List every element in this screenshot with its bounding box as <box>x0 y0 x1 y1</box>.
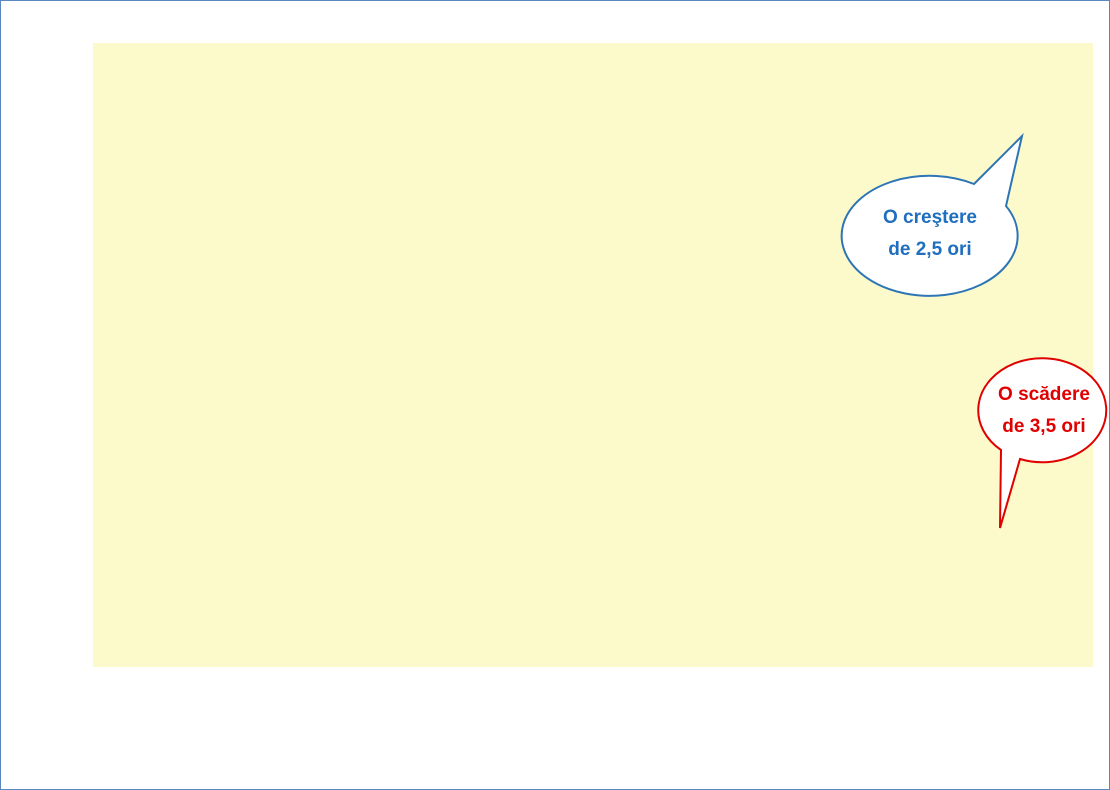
callout-up: O creştere de 2,5 ori <box>840 132 1024 297</box>
callout-text: de 2,5 ori <box>888 239 971 260</box>
callout-bubble <box>977 357 1108 529</box>
callout-text: O creştere <box>883 207 977 228</box>
plot-area <box>93 43 1093 667</box>
callout-down: O scădere de 3,5 ori <box>977 357 1108 529</box>
callout-text: O scădere <box>998 384 1090 405</box>
callout-bubble <box>840 132 1024 297</box>
callout-text: de 3,5 ori <box>1002 416 1085 437</box>
